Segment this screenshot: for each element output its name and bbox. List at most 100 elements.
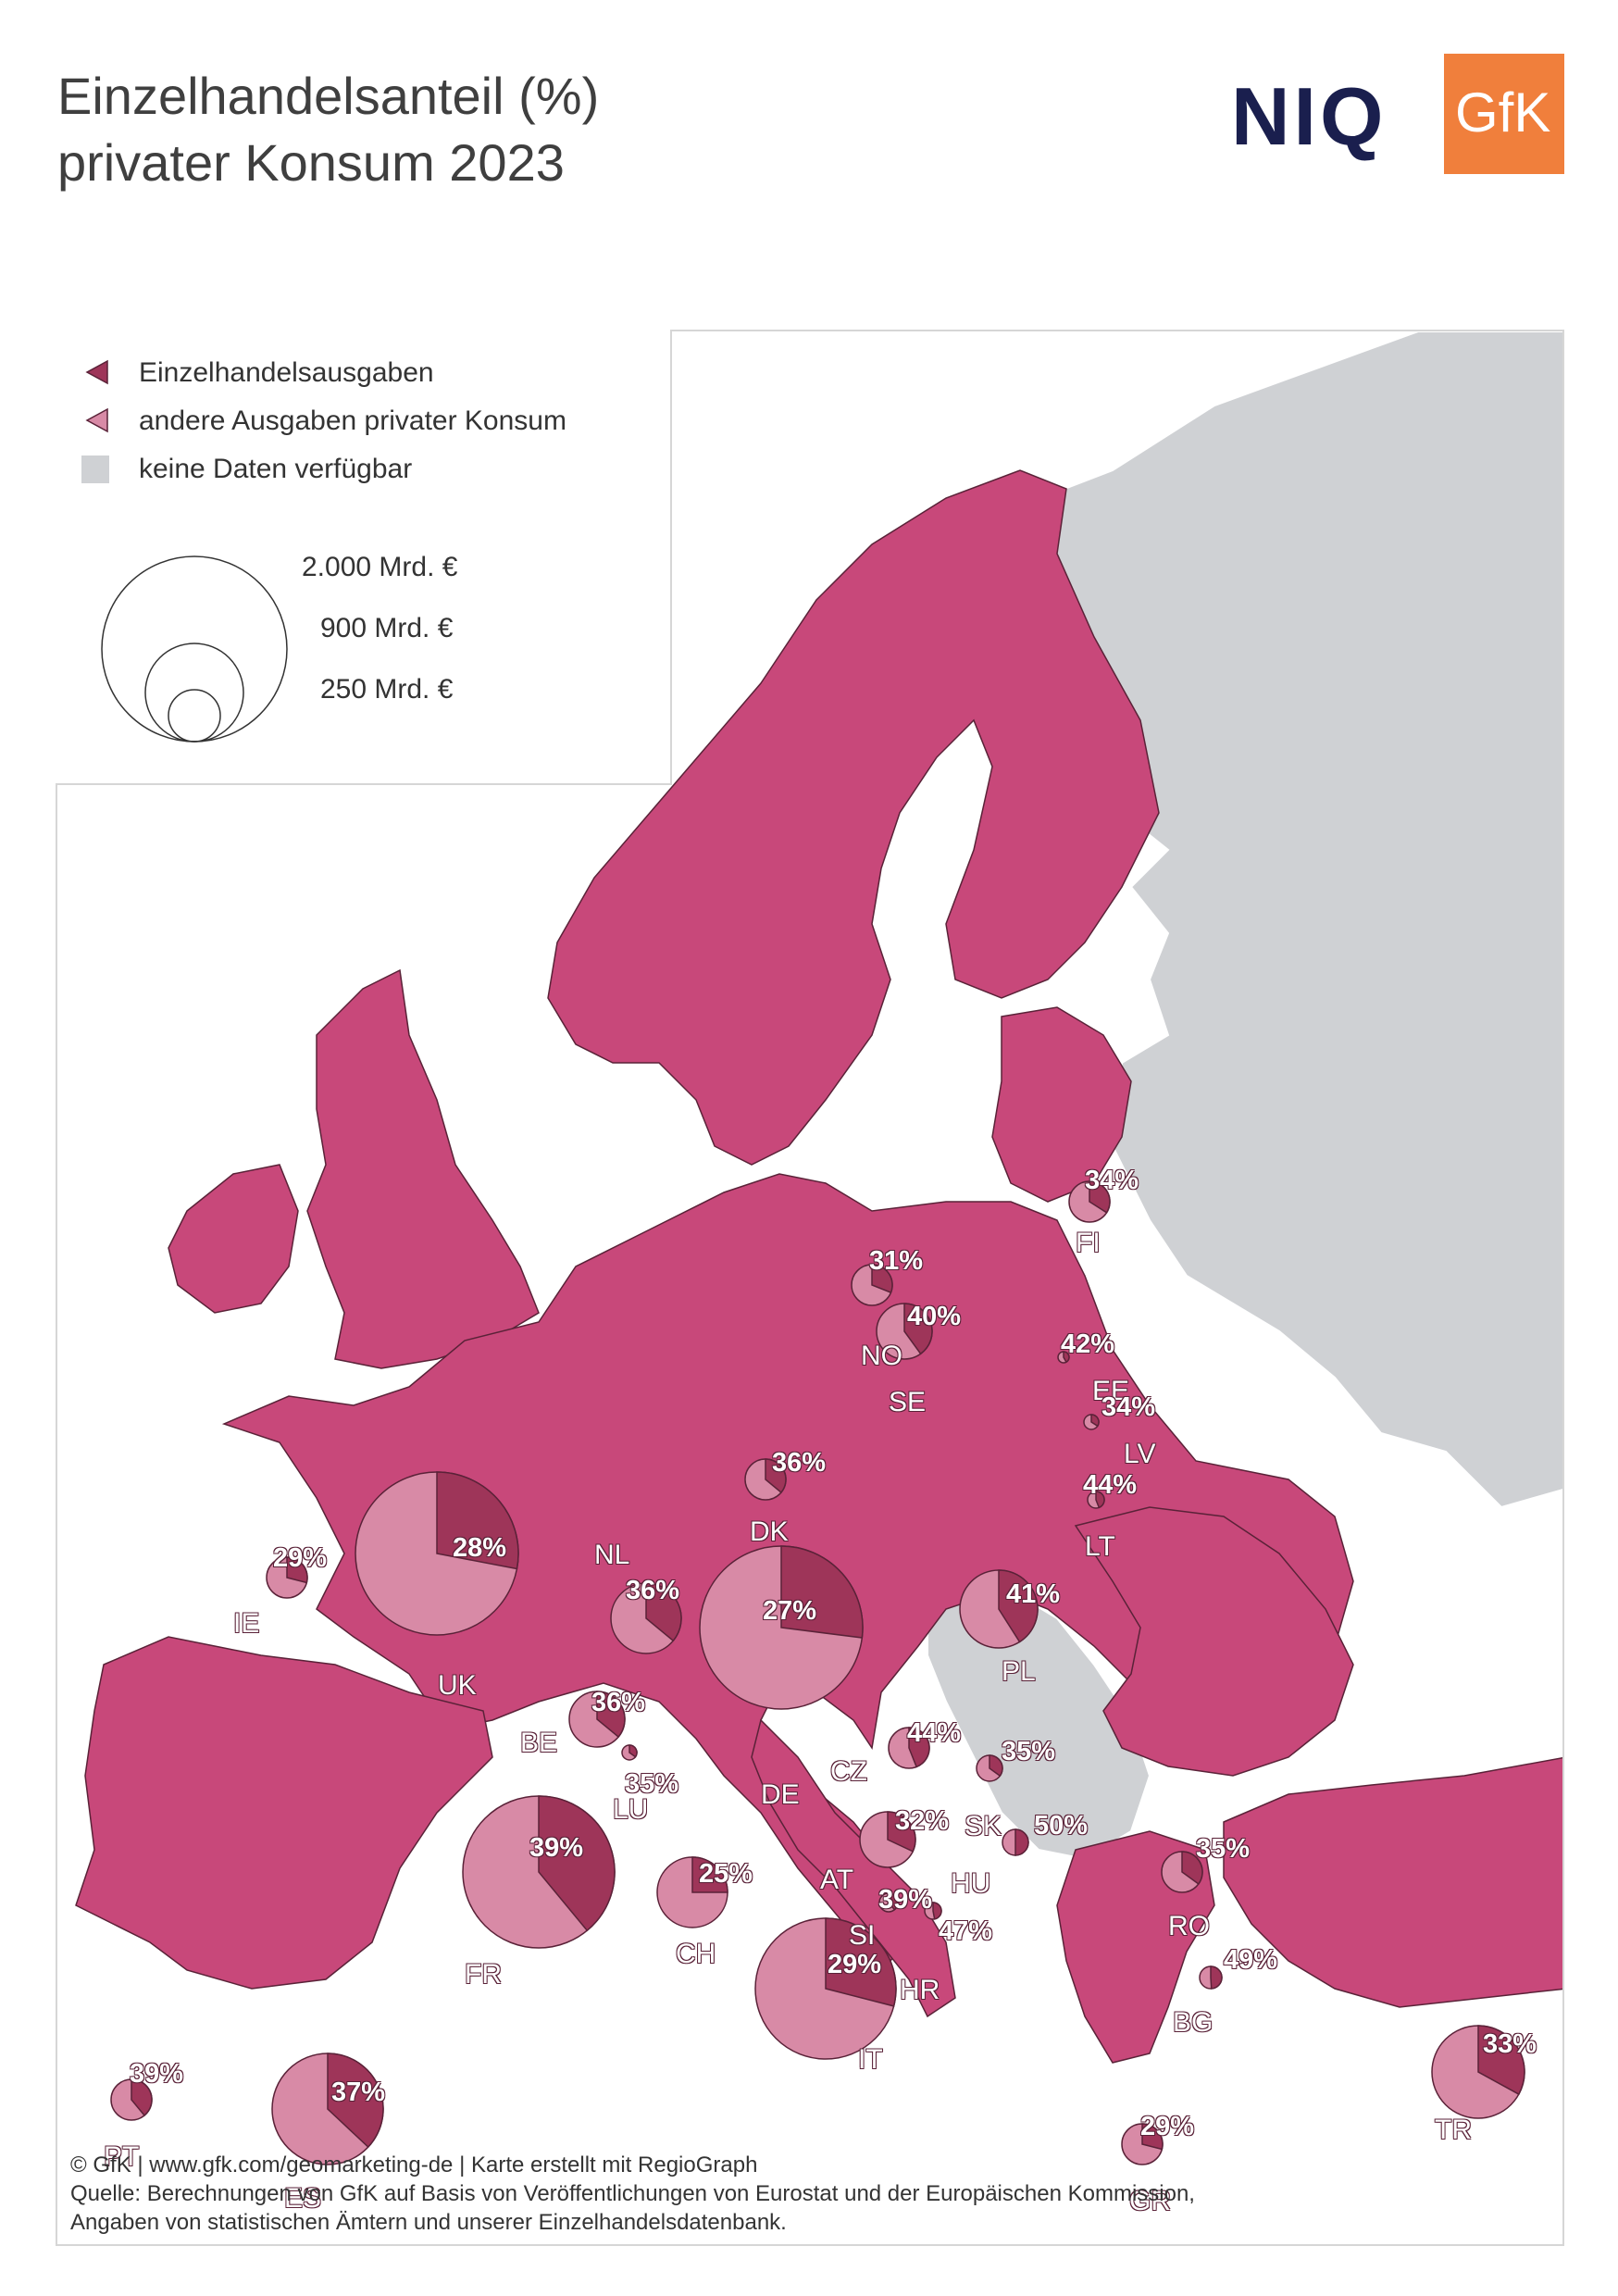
country-code-lu: LU [613, 1794, 649, 1825]
country-code-ch: CH [676, 1939, 716, 1969]
title-line-1: Einzelhandelsanteil (%) [57, 67, 600, 125]
size-circles-icon [101, 555, 288, 742]
pie-retail-slice [645, 1582, 682, 1642]
pie-si [878, 1892, 899, 1913]
pie-retail-slice [765, 1458, 787, 1494]
pie-retail-slice [436, 1471, 519, 1570]
pie-fi [1068, 1180, 1111, 1223]
pie-bg [1199, 1965, 1223, 1990]
turkey-shape [1223, 1756, 1562, 2008]
pie-retail-slice [1089, 1180, 1111, 1214]
iberia-shape [75, 1636, 493, 1990]
share-label-lu: 35% [625, 1769, 679, 1799]
country-code-de: DE [761, 1779, 800, 1810]
size-label-medium: 900 Mrd. € [320, 613, 454, 643]
pie-pl [959, 1569, 1039, 1649]
pie-retail-slice [1141, 2123, 1164, 2151]
country-code-sk: SK [965, 1811, 1002, 1841]
pie-retail-slice [1477, 2025, 1525, 2096]
retail-slice-icon [85, 359, 108, 385]
country-code-fi: FI [1076, 1228, 1101, 1258]
share-label-it: 29% [828, 1950, 882, 1979]
share-label-gr: 29% [1140, 2112, 1195, 2141]
pie-retail-slice [1181, 1851, 1203, 1885]
share-label-lt: 44% [1083, 1470, 1138, 1500]
gfk-logo-text: GfK [1455, 81, 1551, 144]
pie-retail-slice [629, 1744, 638, 1758]
country-code-hu: HU [951, 1868, 991, 1899]
country-code-dk: DK [750, 1516, 789, 1547]
pie-be [568, 1691, 626, 1748]
share-label-hr: 47% [939, 1916, 993, 1946]
country-code-es: ES [284, 2183, 322, 2214]
country-shapes [75, 469, 1562, 2064]
footer-copyright: © GfK | www.gfk.com/geomarketing-de | Ka… [70, 2152, 758, 2177]
share-label-pt: 39% [130, 2059, 184, 2089]
footer: © GfK | www.gfk.com/geomarketing-de | Ka… [70, 2151, 1195, 2237]
share-label-se: 40% [907, 1302, 962, 1331]
footer-source-continued: Angaben von statistischen Ämtern und uns… [70, 2210, 787, 2235]
country-code-pl: PL [1002, 1656, 1036, 1687]
share-label-si: 39% [878, 1885, 933, 1915]
pie-retail-slice [1090, 1414, 1100, 1428]
pie-retail-slice [538, 1795, 616, 1932]
europe-map [75, 331, 1562, 2165]
pie-ie [266, 1556, 308, 1599]
pie-retail-slice [888, 1892, 899, 1911]
pie-ch [656, 1856, 728, 1928]
country-code-be: BE [520, 1728, 558, 1758]
country-code-lt: LT [1085, 1531, 1115, 1562]
country-code-ro: RO [1168, 1911, 1210, 1941]
country-code-nl: NL [594, 1540, 630, 1570]
pie-retail-slice [932, 1902, 942, 1920]
pie-fr [462, 1795, 616, 1949]
pie-pt [110, 2078, 153, 2121]
share-label-cz: 44% [907, 1718, 962, 1748]
pie-retail-slice [908, 1727, 930, 1768]
pie-hu [1002, 1828, 1029, 1856]
share-label-bg: 49% [1224, 1945, 1278, 1975]
share-label-ee: 42% [1061, 1329, 1115, 1359]
pie-retail-slice [825, 1917, 897, 2007]
country-code-tr: TR [1435, 2115, 1472, 2145]
pie-retail-slice [780, 1545, 864, 1639]
scandinavia-shape [547, 469, 1160, 1166]
legend-other-label: andere Ausgaben privater Konsum [139, 406, 566, 436]
pie-lv [1083, 1414, 1100, 1430]
share-label-no: 31% [869, 1246, 924, 1276]
pie-cz [888, 1727, 930, 1769]
pie-retail-slice [1014, 1828, 1029, 1856]
share-label-at: 32% [895, 1806, 950, 1836]
pie-lu [621, 1744, 638, 1761]
size-label-large: 2.000 Mrd. € [302, 552, 458, 582]
share-label-ie: 29% [273, 1543, 328, 1573]
country-code-at: AT [820, 1865, 854, 1895]
pie-retail-slice [286, 1556, 308, 1584]
other-slice-icon [85, 407, 108, 433]
country-code-no: NO [861, 1341, 902, 1371]
country-code-it: IT [858, 2044, 883, 2075]
niq-logo: NIQ [1231, 70, 1388, 162]
country-code-uk: UK [438, 1670, 477, 1701]
share-label-fr: 39% [529, 1833, 584, 1863]
pie-at [859, 1811, 916, 1868]
pie-retail-slice [327, 2053, 384, 2149]
share-label-be: 36% [591, 1688, 646, 1717]
country-code-gr: GR [1129, 2186, 1171, 2216]
country-code-fr: FR [465, 1959, 502, 1990]
map-frame: 34% FI 31% NO 40% SE 42% EE 34% LV 44% LT 36% DK 29% IE… [56, 330, 1564, 2246]
share-label-pl: 41% [1006, 1579, 1061, 1609]
pie-retail-slice [131, 2078, 153, 2117]
pie-retail-slice [887, 1811, 916, 1853]
pie-retail-slice [596, 1691, 626, 1739]
footer-source: Quelle: Berechnungen von GfK auf Basis v… [70, 2181, 1195, 2206]
share-label-es: 37% [331, 2078, 386, 2107]
country-code-cz: CZ [830, 1756, 867, 1787]
country-code-lv: LV [1124, 1439, 1156, 1469]
pie-nl [610, 1582, 682, 1654]
legend-retail-label: Einzelhandelsausgaben [139, 357, 434, 388]
pie-ee [1057, 1351, 1070, 1364]
ireland-shape [168, 1164, 299, 1314]
country-code-si: SI [849, 1920, 876, 1951]
pie-retail-slice [871, 1264, 893, 1294]
